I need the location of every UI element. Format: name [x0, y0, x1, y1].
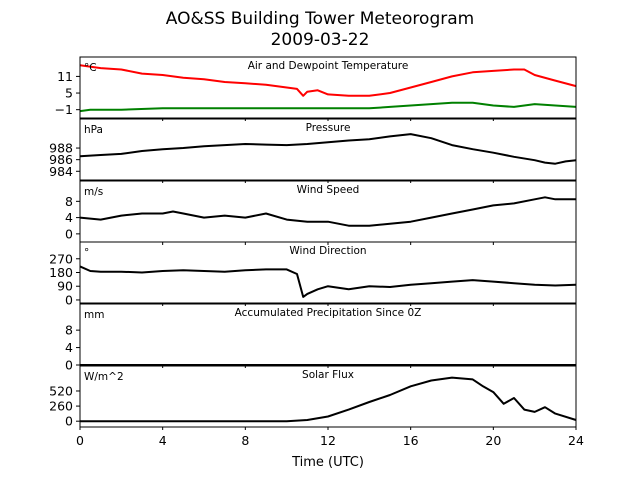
- series-line-4-1: [79, 265, 577, 298]
- y-tick-label: 0: [65, 226, 73, 241]
- series-line-1-2: [79, 101, 577, 113]
- panel-1: 11 5−1 °C Air and Dewpoint Temperature: [55, 56, 577, 121]
- y-tick-label: 8: [65, 194, 73, 209]
- y-tick-label: 986: [49, 152, 73, 167]
- y-tick-label: 520: [49, 383, 73, 398]
- series-line-6-1: [80, 376, 577, 423]
- y-tick-label: 260: [49, 399, 73, 414]
- y-tick-label: 90: [57, 279, 73, 294]
- x-tick-label: 24: [568, 433, 584, 448]
- y-tick-label: 0: [65, 358, 73, 373]
- x-tick-label: 16: [403, 433, 419, 448]
- y-tick-label: 5: [65, 86, 73, 101]
- y-tick-label: 4: [65, 340, 73, 355]
- series-line-1-1: [79, 64, 577, 97]
- panel-title: Accumulated Precipitation Since 0Z: [235, 307, 422, 319]
- y-tick-label: 270: [49, 251, 73, 266]
- chart-subtitle: 2009-03-22: [271, 30, 370, 50]
- x-axis: 0 4 8 12 16 20 24: [76, 433, 584, 448]
- panel-5: 8 4 0 mm Accumulated Precipitation Since 0Z: [65, 303, 577, 373]
- panel-unit-label: hPa: [84, 124, 103, 136]
- panel-title: Air and Dewpoint Temperature: [248, 60, 409, 72]
- y-tick-label: 984: [49, 164, 73, 179]
- y-tick-label: 11: [57, 69, 73, 84]
- panel-3: 840 m/s Wind Speed: [65, 180, 577, 245]
- panel-title: Solar Flux: [302, 369, 354, 381]
- x-axis-label: Time (UTC): [291, 455, 364, 470]
- x-tick-label: 4: [159, 433, 167, 448]
- series-line-2-1: [79, 133, 577, 165]
- panels-group: 115−1°C Air and Dewpoint Temperature98898…: [49, 56, 577, 430]
- panel-unit-label: W/m^2: [84, 371, 124, 383]
- chart-title: AO&SS Building Tower Meteorogram: [166, 9, 474, 29]
- panel-unit-label: °: [84, 247, 89, 259]
- y-tick-label: 988: [49, 141, 73, 156]
- x-tick-label: 0: [76, 433, 84, 448]
- x-tick-label: 8: [241, 433, 249, 448]
- panel-title: Wind Speed: [297, 184, 360, 196]
- y-tick-label: 180: [49, 265, 73, 280]
- y-tick-label: 4: [65, 210, 73, 225]
- panel-unit-label: m/s: [84, 186, 103, 198]
- series-line-3-1: [79, 196, 576, 227]
- x-tick-label: 20: [485, 433, 501, 448]
- panel-unit-label: °C: [84, 62, 97, 74]
- panel-unit-label: mm: [84, 309, 104, 321]
- panel-title: Wind Direction: [289, 245, 366, 257]
- y-tick-label: 0: [65, 292, 73, 307]
- panel-title: Pressure: [306, 122, 351, 134]
- x-tick-label: 12: [320, 433, 336, 448]
- y-tick-label: −1: [55, 102, 73, 117]
- y-tick-label: 0: [65, 414, 73, 429]
- y-tick-label: 8: [65, 323, 73, 338]
